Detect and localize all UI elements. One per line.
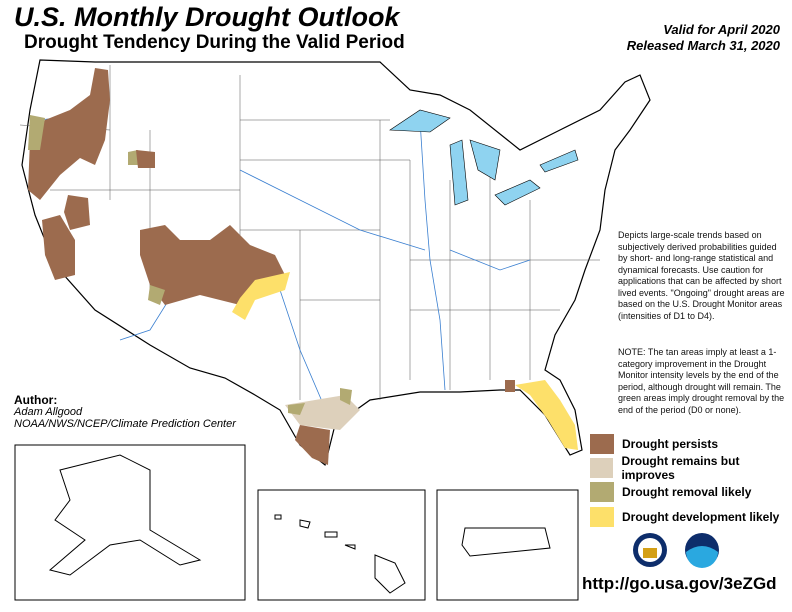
author-org: NOAA/NWS/NCEP/Climate Prediction Center bbox=[14, 418, 236, 430]
info-url[interactable]: http://go.usa.gov/3eZGd bbox=[582, 574, 777, 593]
page-subtitle: Drought Tendency During the Valid Period bbox=[24, 32, 405, 53]
legend-item-improves: Drought remains but improves bbox=[590, 454, 792, 482]
legend-swatch bbox=[590, 507, 614, 527]
drought-persists-alabama bbox=[505, 380, 515, 392]
doc-logo bbox=[633, 533, 667, 567]
legend-label: Drought remains but improves bbox=[621, 454, 740, 482]
drought-persists-texas bbox=[295, 425, 330, 465]
note-text: NOTE: The tan areas imply at least a 1-c… bbox=[618, 347, 785, 415]
legend-item-removal: Drought removal likely bbox=[590, 481, 751, 503]
legend-swatch bbox=[590, 458, 614, 478]
legend-label: Drought development likely bbox=[622, 510, 780, 524]
puerto-rico-inset bbox=[436, 489, 579, 601]
puerto-rico-outline bbox=[461, 527, 551, 557]
alaska-outline bbox=[48, 454, 202, 576]
author-block: Author: Adam Allgood NOAA/NWS/NCEP/Clima… bbox=[14, 394, 236, 430]
drought-development-new-mexico bbox=[232, 272, 290, 320]
description-text: Depicts large-scale trends based on subj… bbox=[618, 230, 785, 321]
drought-persists-nevada bbox=[64, 195, 90, 230]
drought-persists-four-corners bbox=[140, 225, 285, 305]
author-name: Adam Allgood bbox=[14, 406, 83, 418]
valid-period: Valid for April 2020 Released March 31, … bbox=[627, 22, 780, 54]
legend-swatch bbox=[590, 482, 614, 502]
noaa-logo bbox=[685, 533, 719, 568]
alaska-inset bbox=[14, 444, 246, 601]
legend-item-development: Drought development likely bbox=[590, 506, 779, 528]
hawaii-islands bbox=[274, 514, 406, 594]
page-title: U.S. Monthly Drought Outlook bbox=[14, 2, 400, 32]
legend-swatch bbox=[590, 434, 614, 454]
drought-persists-california bbox=[42, 215, 75, 280]
release-date: Released March 31, 2020 bbox=[626, 38, 780, 53]
drought-persists-idaho bbox=[136, 150, 155, 168]
legend-label: Drought removal likely bbox=[622, 485, 752, 499]
drought-development-florida bbox=[515, 380, 578, 450]
drought-removal-texas bbox=[288, 388, 352, 415]
hawaii-inset bbox=[257, 489, 426, 601]
drought-persists-northwest bbox=[28, 68, 110, 200]
drought-areas bbox=[28, 68, 578, 465]
drought-removal-idaho bbox=[128, 150, 138, 165]
legend-item-persists: Drought persists bbox=[590, 433, 718, 455]
valid-date: Valid for April 2020 bbox=[663, 22, 780, 37]
great-lakes bbox=[389, 109, 579, 206]
legend-label: Drought persists bbox=[622, 437, 719, 451]
drought-removal-oregon-coast bbox=[28, 115, 45, 150]
drought-removal-arizona bbox=[148, 285, 165, 305]
author-label: Author: bbox=[14, 393, 58, 407]
